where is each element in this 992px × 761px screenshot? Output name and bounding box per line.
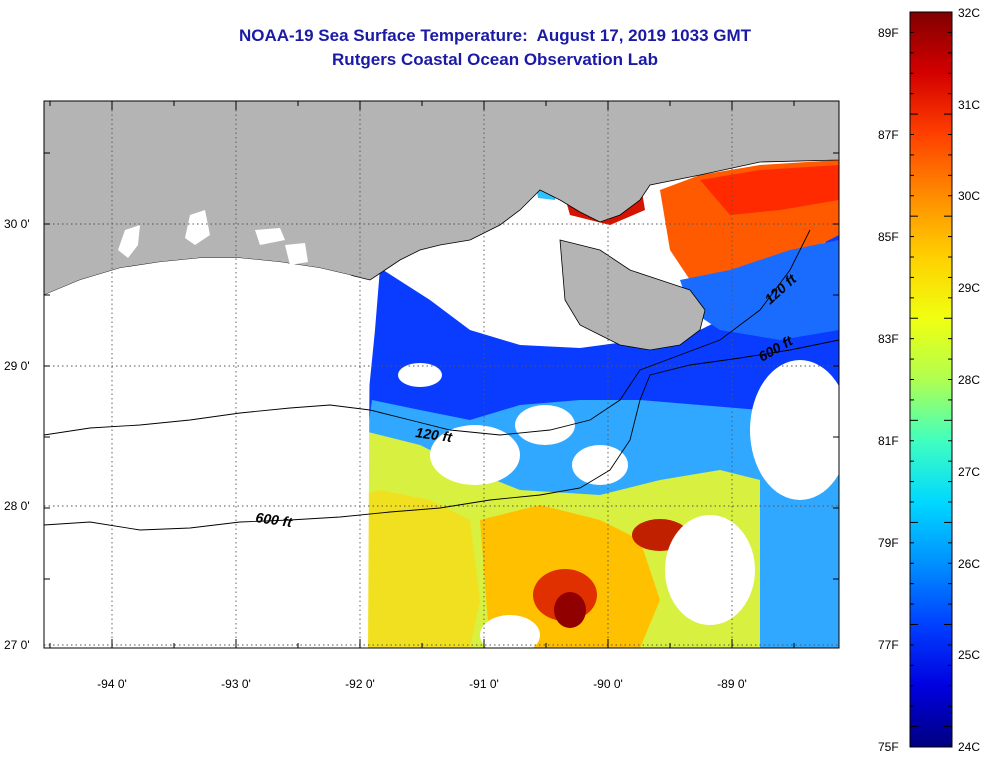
colorbar-c-label: 30C [958,189,980,203]
colorbar-c-label: 31C [958,98,980,112]
colorbar-f-label: 79F [878,536,899,550]
colorbar-f-label: 85F [878,230,899,244]
colorbar-f-label: 89F [878,26,899,40]
lake-white [255,228,285,245]
colorbar-f-label: 83F [878,332,899,346]
swath-delta-hot [700,165,839,215]
colorbar-f-label: 81F [878,434,899,448]
lat-label: 29 0' [4,359,30,373]
contour-label-120ft-west: 120 ft [415,424,455,445]
bathymetry-contours [44,229,839,531]
lat-label: 30 0' [4,217,30,231]
colorbar-f-label: 87F [878,128,899,142]
colorbar-c-label: 26C [958,557,980,571]
cloud-gap-6 [398,363,442,387]
cloud-gap-7 [480,615,540,648]
cloud-gap-5 [750,360,839,500]
colorbar-c-label: 29C [958,281,980,295]
colorbar-c-label: 24C [958,740,980,754]
colorbar-f-label: 77F [878,638,899,652]
cloud-gap-2 [515,405,575,445]
lake-grand [185,210,210,245]
lon-label: -93 0' [221,677,251,691]
sst-swath [340,160,839,648]
hot-spot-core [554,592,586,628]
land-mask-delta [559,239,706,351]
map-border [43,100,840,649]
latitude-labels: 30 0' 29 0' 28 0' 27 0' [4,217,30,652]
axis-ticks [44,101,839,648]
colorbar-c-label: 25C [958,648,980,662]
swath-delta-cool [680,240,839,340]
contour-120ft [44,229,811,436]
lon-label: -90 0' [593,677,623,691]
vermilion-bay [285,243,308,265]
lon-label: -89 0' [717,677,747,691]
colorbar-ticks [910,11,952,748]
colorbar-c-label: 28C [958,373,980,387]
cloud-gap-1 [430,425,520,485]
graticule [44,101,839,648]
lon-label: -91 0' [469,677,499,691]
map-subtitle: Rutgers Coastal Ocean Observation Lab [332,50,658,69]
lon-label: -94 0' [97,677,127,691]
map-title: NOAA-19 Sea Surface Temperature: August … [238,26,752,45]
cloud-gap-4 [572,445,628,485]
no-data-west [44,258,370,648]
colorbar-f-label: 75F [878,740,899,754]
colorbar-scale [909,11,953,748]
colorbar-c-label: 27C [958,465,980,479]
cloud-gap-3 [665,515,755,625]
contour-600ft [44,339,839,531]
lat-label: 28 0' [4,499,30,513]
longitude-labels: -94 0' -93 0' -92 0' -91 0' -90 0' -89 0… [97,677,747,691]
contour-label-600ft-west: 600 ft [255,509,295,530]
colorbar: 89F 87F 85F 83F 81F 79F 77F 75F 32C 31C … [878,6,980,754]
lon-label: -92 0' [345,677,375,691]
land-mask-louisiana [44,101,839,296]
swath-west-yellow [340,490,480,648]
lake-calcasieu [118,225,140,258]
colorbar-c-label: 32C [958,6,980,20]
lat-label: 27 0' [4,638,30,652]
